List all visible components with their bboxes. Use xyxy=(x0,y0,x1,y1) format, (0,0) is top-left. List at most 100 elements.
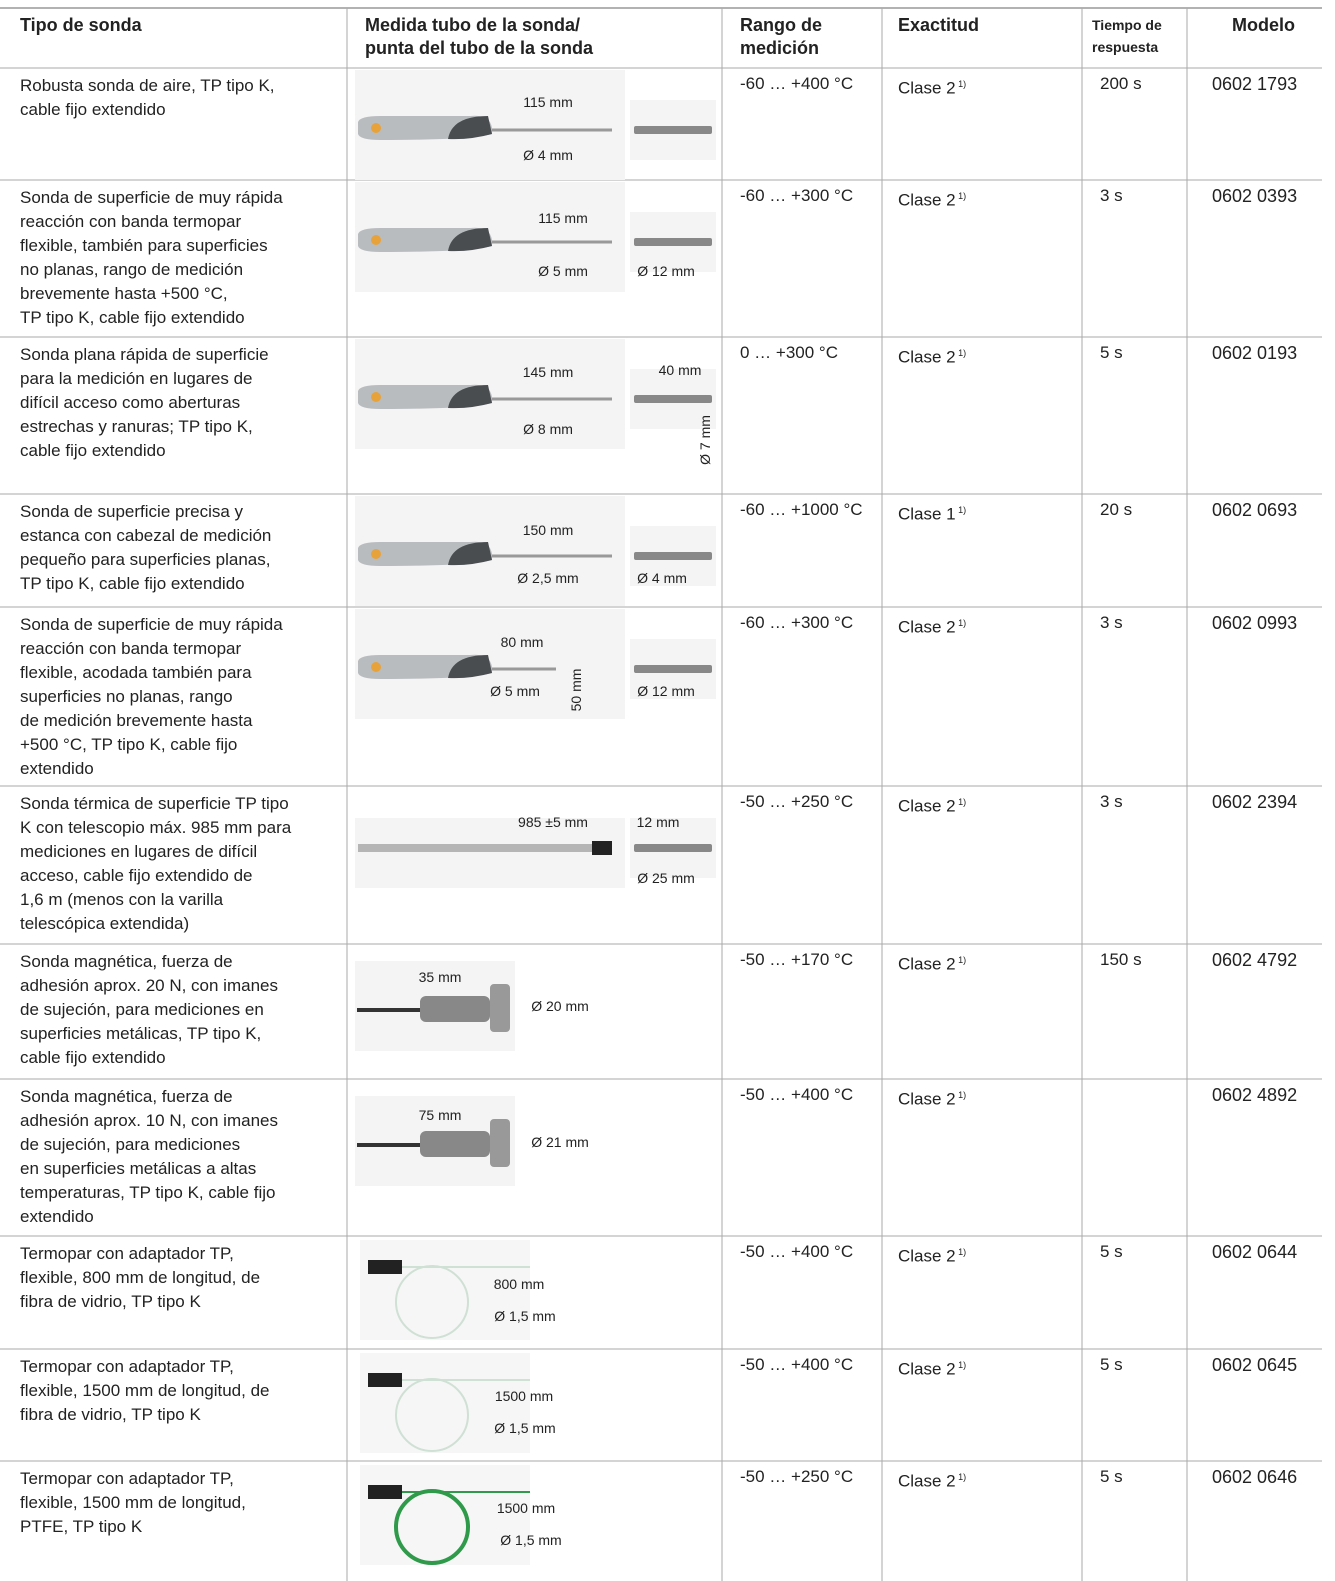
probe-description: cable fijo extendido xyxy=(20,439,166,463)
probe-description: fibra de vidrio, TP tipo K xyxy=(20,1403,201,1427)
dimension-label: 35 mm xyxy=(419,969,462,985)
response-time: 150 s xyxy=(1100,948,1142,972)
measuring-range: -50 … +400 °C xyxy=(740,1353,853,1377)
header-cell: Tiempo de xyxy=(1092,14,1162,36)
header-cell: Medida tubo de la sonda/ xyxy=(365,14,580,37)
footnote-ref: 1) xyxy=(956,797,967,807)
accuracy: Clase 2 1) xyxy=(898,1240,966,1269)
footnote-ref: 1) xyxy=(956,618,967,628)
magnet-body xyxy=(420,1131,490,1157)
probe-description: TP tipo K, cable fijo extendido xyxy=(20,572,245,596)
header-cell: Tipo de sonda xyxy=(20,14,142,37)
probe-description: de sujeción, para mediciones xyxy=(20,1133,240,1157)
header-cell: medición xyxy=(740,37,819,60)
dimension-label: 75 mm xyxy=(419,1107,462,1123)
probe-tip xyxy=(634,395,712,403)
measuring-range: -60 … +400 °C xyxy=(740,72,853,96)
probe-tip xyxy=(634,126,712,134)
probe-description: acceso, cable fijo extendido de xyxy=(20,864,253,888)
dimension-label: Ø 12 mm xyxy=(637,683,695,699)
response-time: 3 s xyxy=(1100,790,1123,814)
probe-description: telescópica extendida) xyxy=(20,912,189,936)
probe-logo xyxy=(371,662,381,672)
probe-tip xyxy=(634,238,712,246)
dimension-label: 40 mm xyxy=(659,362,702,378)
probe-description: Termopar con adaptador TP, xyxy=(20,1355,234,1379)
model-number: 0602 0993 xyxy=(1212,611,1297,635)
dimension-label: Ø 4 mm xyxy=(637,570,687,586)
footnote-ref: 1) xyxy=(956,191,967,201)
measuring-range: -50 … +400 °C xyxy=(740,1083,853,1107)
probe-description: flexible, 1500 mm de longitud, xyxy=(20,1491,246,1515)
probe-description: Sonda de superficie de muy rápida xyxy=(20,613,283,637)
dimension-label: Ø 8 mm xyxy=(523,421,573,437)
probe-description: estanca con cabezal de medición xyxy=(20,524,271,548)
probe-description: adhesión aprox. 10 N, con imanes xyxy=(20,1109,278,1133)
measuring-range: -50 … +250 °C xyxy=(740,790,853,814)
dimension-label: 80 mm xyxy=(501,634,544,650)
dimension-label: Ø 21 mm xyxy=(531,1134,589,1150)
model-number: 0602 4792 xyxy=(1212,948,1297,972)
plug xyxy=(368,1260,402,1274)
footnote-ref: 1) xyxy=(956,348,967,358)
probe-logo xyxy=(371,235,381,245)
measuring-range: 0 … +300 °C xyxy=(740,341,838,365)
telescope-head xyxy=(592,841,612,855)
model-number: 0602 0645 xyxy=(1212,1353,1297,1377)
probe-description: estrechas y ranuras; TP tipo K, xyxy=(20,415,253,439)
footnote-ref: 1) xyxy=(956,955,967,965)
measuring-range: -60 … +1000 °C xyxy=(740,498,863,522)
footnote-ref: 1) xyxy=(956,1360,967,1370)
dimension-label: Ø 25 mm xyxy=(637,870,695,886)
probe-description: de medición brevemente hasta xyxy=(20,709,252,733)
dimension-label: 50 mm xyxy=(568,669,584,712)
dimension-label: Ø 1,5 mm xyxy=(494,1420,555,1436)
measuring-range: -60 … +300 °C xyxy=(740,184,853,208)
footnote-ref: 1) xyxy=(956,505,967,515)
probe-description: reacción con banda termopar xyxy=(20,637,241,661)
response-time: 5 s xyxy=(1100,1465,1123,1489)
measuring-range: -50 … +170 °C xyxy=(740,948,853,972)
response-time: 200 s xyxy=(1100,72,1142,96)
dimension-label: Ø 20 mm xyxy=(531,998,589,1014)
dimension-label: Ø 12 mm xyxy=(637,263,695,279)
accuracy: Clase 2 1) xyxy=(898,790,966,819)
model-number: 0602 1793 xyxy=(1212,72,1297,96)
header-cell: Modelo xyxy=(1232,14,1295,37)
telescope xyxy=(358,844,608,852)
accuracy: Clase 2 1) xyxy=(898,948,966,977)
accuracy: Clase 2 1) xyxy=(898,341,966,370)
response-time: 3 s xyxy=(1100,611,1123,635)
probe-description: cable fijo extendido xyxy=(20,98,166,122)
probe-description: fibra de vidrio, TP tipo K xyxy=(20,1290,201,1314)
dimension-label: 115 mm xyxy=(538,210,588,226)
accuracy: Clase 2 1) xyxy=(898,1353,966,1382)
probe-description: Sonda de superficie precisa y xyxy=(20,500,243,524)
dimension-label: 800 mm xyxy=(494,1276,545,1292)
measuring-range: -50 … +400 °C xyxy=(740,1240,853,1264)
accuracy: Clase 2 1) xyxy=(898,72,966,101)
footnote-ref: 1) xyxy=(956,79,967,89)
response-time: 5 s xyxy=(1100,1353,1123,1377)
probe-description: Termopar con adaptador TP, xyxy=(20,1467,234,1491)
dimension-label: Ø 5 mm xyxy=(490,683,540,699)
probe-logo xyxy=(371,123,381,133)
probe-description: TP tipo K, cable fijo extendido xyxy=(20,306,245,330)
accuracy: Clase 2 1) xyxy=(898,1465,966,1494)
dimension-label: Ø 1,5 mm xyxy=(500,1532,561,1548)
footnote-ref: 1) xyxy=(956,1247,967,1257)
probe-description: Sonda térmica de superficie TP tipo xyxy=(20,792,289,816)
probe-description: difícil acceso como aberturas xyxy=(20,391,240,415)
model-number: 0602 0193 xyxy=(1212,341,1297,365)
probe-description: Sonda plana rápida de superficie xyxy=(20,343,269,367)
probe-description: extendido xyxy=(20,757,94,781)
response-time: 5 s xyxy=(1100,1240,1123,1264)
probe-tip xyxy=(634,552,712,560)
probe-description: Robusta sonda de aire, TP tipo K, xyxy=(20,74,275,98)
probe-description: flexible, 1500 mm de longitud, de xyxy=(20,1379,270,1403)
model-number: 0602 4892 xyxy=(1212,1083,1297,1107)
probe-description: superficies metálicas, TP tipo K, xyxy=(20,1022,261,1046)
product-table: Tipo de sondaMedida tubo de la sonda/pun… xyxy=(0,0,1335,1581)
accuracy: Clase 1 1) xyxy=(898,498,966,527)
probe-description: cable fijo extendido xyxy=(20,1046,166,1070)
